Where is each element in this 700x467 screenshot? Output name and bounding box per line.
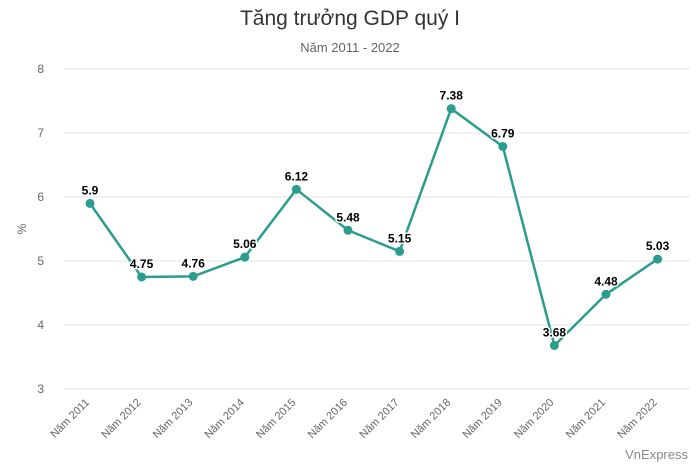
data-point xyxy=(446,104,456,114)
x-tick-label: Năm 2022 xyxy=(615,397,659,441)
y-tick-label: 6 xyxy=(37,190,44,204)
data-label: 5.06 xyxy=(233,237,257,251)
data-label: 4.76 xyxy=(182,256,206,270)
y-axis-ticks: 3 4 5 6 7 8 xyxy=(37,62,44,396)
data-point xyxy=(85,198,95,208)
data-point xyxy=(291,184,301,194)
data-label: 3.68 xyxy=(543,325,567,339)
data-point xyxy=(498,141,508,151)
y-tick-label: 5 xyxy=(37,254,44,268)
data-label: 4.48 xyxy=(594,274,618,288)
data-point xyxy=(188,271,198,281)
x-tick-label: Năm 2013 xyxy=(151,397,195,441)
chart-title: Tăng trưởng GDP quý I xyxy=(239,7,461,30)
data-label: 6.79 xyxy=(491,126,515,140)
data-label: 5.15 xyxy=(388,231,412,245)
chart-subtitle: Năm 2011 - 2022 xyxy=(300,40,400,55)
data-point xyxy=(395,246,405,256)
y-tick-label: 4 xyxy=(37,318,44,332)
y-axis-label: % xyxy=(15,223,29,234)
data-label: 6.12 xyxy=(285,169,309,183)
series-line xyxy=(88,107,659,347)
data-point xyxy=(343,225,353,235)
data-point xyxy=(653,254,663,264)
y-tick-label: 3 xyxy=(37,382,44,396)
y-tick-label: 7 xyxy=(37,126,44,140)
data-points xyxy=(85,104,663,350)
x-tick-label: Năm 2021 xyxy=(564,397,608,441)
x-axis-ticks: Năm 2011 Năm 2012 Năm 2013 Năm 2014 Năm 2015… xyxy=(48,397,659,441)
data-label: 5.03 xyxy=(646,239,670,253)
x-tick-label: Năm 2017 xyxy=(357,397,401,441)
x-tick-label: Năm 2012 xyxy=(99,397,143,441)
data-label: 5.9 xyxy=(82,183,99,197)
data-point xyxy=(240,252,250,262)
watermark: VnExpress xyxy=(625,447,688,462)
x-tick-label: Năm 2011 xyxy=(48,397,92,441)
data-point xyxy=(137,272,147,282)
data-point xyxy=(549,340,559,350)
x-tick-label: Năm 2018 xyxy=(409,397,453,441)
data-labels: 5.9 4.75 4.76 5.06 6.12 5.48 5.15 7.38 6.79 3.68 4… xyxy=(80,87,671,341)
data-label: 5.48 xyxy=(336,210,360,224)
grid-lines xyxy=(64,68,690,390)
data-point xyxy=(601,289,611,299)
data-label: 4.75 xyxy=(130,257,154,271)
x-tick-label: Năm 2020 xyxy=(512,397,556,441)
data-label: 7.38 xyxy=(440,89,464,103)
x-tick-label: Năm 2014 xyxy=(203,397,247,441)
x-tick-label: Năm 2019 xyxy=(461,397,505,441)
x-tick-label: Năm 2015 xyxy=(254,397,298,441)
x-tick-label: Năm 2016 xyxy=(306,397,350,441)
y-tick-label: 8 xyxy=(37,62,44,76)
